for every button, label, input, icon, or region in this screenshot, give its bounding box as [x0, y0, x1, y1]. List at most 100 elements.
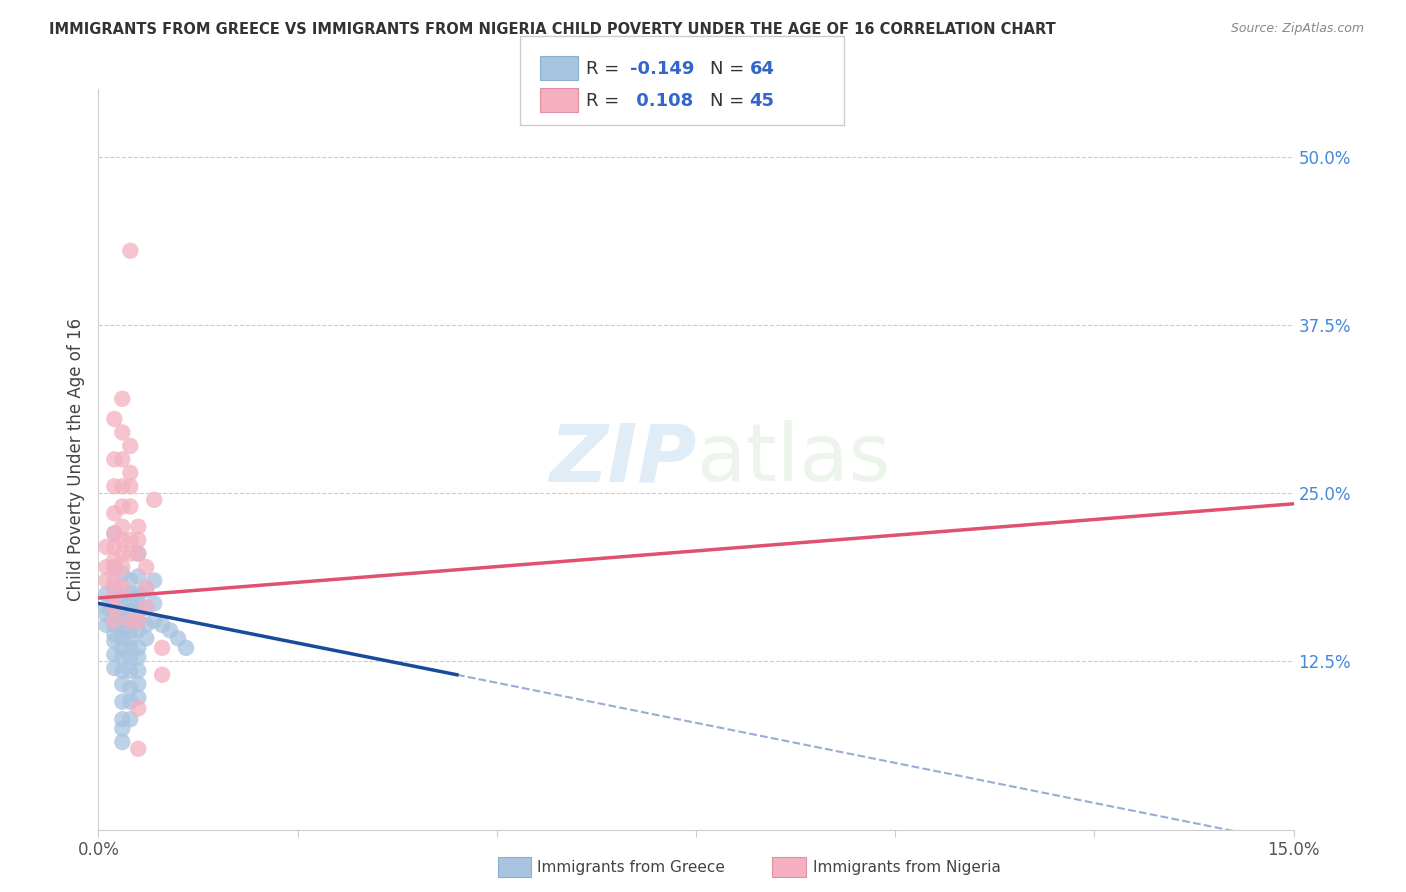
- Point: [103, 540, 125, 554]
- Point: [96, 607, 118, 622]
- Point: [103, 627, 125, 641]
- Point: [135, 632, 157, 646]
- Point: [103, 479, 125, 493]
- Point: [96, 574, 118, 588]
- Point: [120, 587, 142, 601]
- Point: [143, 492, 166, 507]
- Point: [120, 614, 142, 628]
- Point: [127, 614, 149, 628]
- Point: [111, 500, 134, 514]
- Point: [120, 624, 142, 638]
- Point: [159, 624, 181, 638]
- Point: [111, 664, 134, 678]
- Point: [111, 614, 134, 628]
- Point: [135, 560, 157, 574]
- Point: [111, 392, 134, 406]
- Point: [135, 600, 157, 615]
- Point: [127, 664, 149, 678]
- Point: [135, 582, 157, 597]
- Text: N =: N =: [710, 92, 749, 110]
- Point: [143, 596, 166, 610]
- Point: [120, 574, 142, 588]
- Point: [96, 600, 118, 615]
- Point: [120, 439, 142, 453]
- Point: [120, 500, 142, 514]
- Text: R =: R =: [586, 60, 626, 78]
- Point: [111, 624, 134, 638]
- Point: [127, 614, 149, 628]
- Point: [120, 650, 142, 665]
- Text: 64: 64: [749, 60, 775, 78]
- Point: [103, 553, 125, 567]
- Point: [111, 566, 134, 581]
- Point: [103, 580, 125, 594]
- Point: [103, 661, 125, 675]
- Point: [103, 600, 125, 615]
- Text: Immigrants from Greece: Immigrants from Greece: [537, 860, 725, 874]
- Point: [103, 587, 125, 601]
- Point: [103, 560, 125, 574]
- Point: [127, 533, 149, 548]
- Point: [103, 560, 125, 574]
- Point: [111, 452, 134, 467]
- Point: [127, 547, 149, 561]
- Point: [96, 560, 118, 574]
- Point: [111, 650, 134, 665]
- Point: [111, 519, 134, 533]
- Point: [103, 593, 125, 607]
- Point: [103, 452, 125, 467]
- Point: [103, 634, 125, 648]
- Point: [150, 640, 173, 655]
- Text: 0.108: 0.108: [630, 92, 693, 110]
- Point: [127, 650, 149, 665]
- Point: [127, 587, 149, 601]
- Point: [111, 695, 134, 709]
- Point: [111, 677, 134, 691]
- Text: ZIP: ZIP: [548, 420, 696, 499]
- Point: [103, 506, 125, 520]
- Point: [143, 614, 166, 628]
- Point: [127, 640, 149, 655]
- Point: [103, 412, 125, 426]
- Point: [111, 735, 134, 749]
- Point: [135, 600, 157, 615]
- Point: [103, 526, 125, 541]
- Point: [111, 722, 134, 736]
- Y-axis label: Child Poverty Under the Age of 16: Child Poverty Under the Age of 16: [66, 318, 84, 601]
- Point: [120, 695, 142, 709]
- Point: [127, 624, 149, 638]
- Point: [135, 580, 157, 594]
- Point: [127, 690, 149, 705]
- Point: [127, 569, 149, 583]
- Point: [111, 547, 134, 561]
- Point: [111, 533, 134, 548]
- Text: atlas: atlas: [696, 420, 890, 499]
- Text: IMMIGRANTS FROM GREECE VS IMMIGRANTS FROM NIGERIA CHILD POVERTY UNDER THE AGE OF: IMMIGRANTS FROM GREECE VS IMMIGRANTS FRO…: [49, 22, 1056, 37]
- Point: [96, 618, 118, 632]
- Point: [111, 587, 134, 601]
- Point: [127, 677, 149, 691]
- Point: [120, 664, 142, 678]
- Point: [120, 479, 142, 493]
- Point: [120, 547, 142, 561]
- Point: [143, 574, 166, 588]
- Point: [127, 519, 149, 533]
- Point: [127, 701, 149, 715]
- Point: [127, 547, 149, 561]
- Point: [111, 580, 134, 594]
- Point: [167, 632, 190, 646]
- Point: [120, 632, 142, 646]
- Point: [111, 640, 134, 655]
- Point: [150, 618, 173, 632]
- Point: [103, 574, 125, 588]
- Point: [120, 712, 142, 726]
- Point: [135, 618, 157, 632]
- Point: [103, 607, 125, 622]
- Point: [111, 479, 134, 493]
- Point: [111, 712, 134, 726]
- Point: [120, 533, 142, 548]
- Point: [103, 526, 125, 541]
- Point: [174, 640, 197, 655]
- Point: [120, 596, 142, 610]
- Point: [127, 596, 149, 610]
